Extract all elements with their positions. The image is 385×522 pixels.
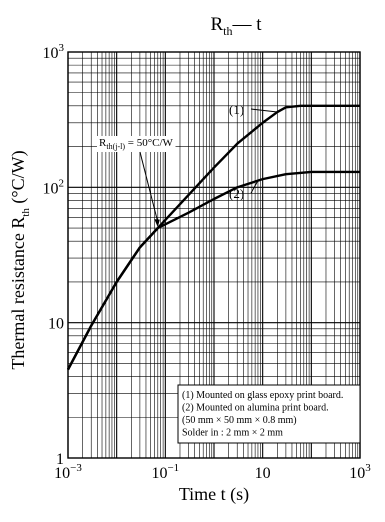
series-label-2: (2) bbox=[229, 186, 244, 201]
legend-line: (50 mm × 50 mm × 0.8 mm) bbox=[182, 415, 297, 426]
legend-line: (2) Mounted on alumina print board. bbox=[182, 403, 329, 414]
y-tick-label: 102 bbox=[43, 177, 65, 197]
x-tick-label: 10−1 bbox=[151, 462, 179, 482]
legend-line: (1) Mounted on glass epoxy print board. bbox=[182, 390, 343, 401]
y-axis-title-sub: th bbox=[20, 208, 32, 217]
rth-annotation-bg bbox=[97, 136, 176, 152]
series-layer bbox=[66, 104, 360, 371]
y-axis-title-main: Thermal resistance R bbox=[8, 217, 28, 370]
x-tick-label: 10 bbox=[255, 465, 271, 482]
y-tick-label: 1 bbox=[56, 451, 64, 468]
y-tick-label: 10 bbox=[48, 316, 64, 333]
series-label-1: (1) bbox=[229, 102, 244, 117]
x-tick-label: 103 bbox=[349, 462, 371, 482]
legend-line: Solder in : 2 mm × 2 mm bbox=[182, 428, 283, 439]
annotation-layer: (1) (2) Rth(j-l) = 50°C/W (1) Mounted on gl… bbox=[97, 102, 361, 444]
rth-arrow-head bbox=[154, 219, 160, 228]
chart-title-main: R bbox=[210, 14, 223, 35]
chart-title-rest: — t bbox=[232, 14, 263, 35]
chart-title-sub: th bbox=[223, 24, 232, 38]
y-axis-title: Thermal resistance Rth (°C/W) bbox=[8, 150, 32, 369]
rth-arrow-line bbox=[139, 151, 159, 223]
x-tick-label: 10−3 bbox=[54, 462, 82, 482]
series-label-2-leader bbox=[250, 180, 259, 194]
y-tick-label: 103 bbox=[43, 42, 65, 62]
rth-annotation: Rth(j-l) = 50°C/W bbox=[99, 137, 174, 151]
y-axis-title-unit: (°C/W) bbox=[8, 150, 29, 208]
series-label-1-leader bbox=[250, 108, 278, 113]
plot-frame bbox=[67, 51, 361, 459]
chart-title: Rth— t bbox=[210, 14, 262, 38]
series-line-2 bbox=[66, 170, 360, 371]
x-axis-title: Time t (s) bbox=[179, 484, 249, 505]
legend-box bbox=[177, 384, 361, 444]
axis-layer: 10−3 10−1 10 103 1 10 102 103 bbox=[43, 42, 372, 482]
